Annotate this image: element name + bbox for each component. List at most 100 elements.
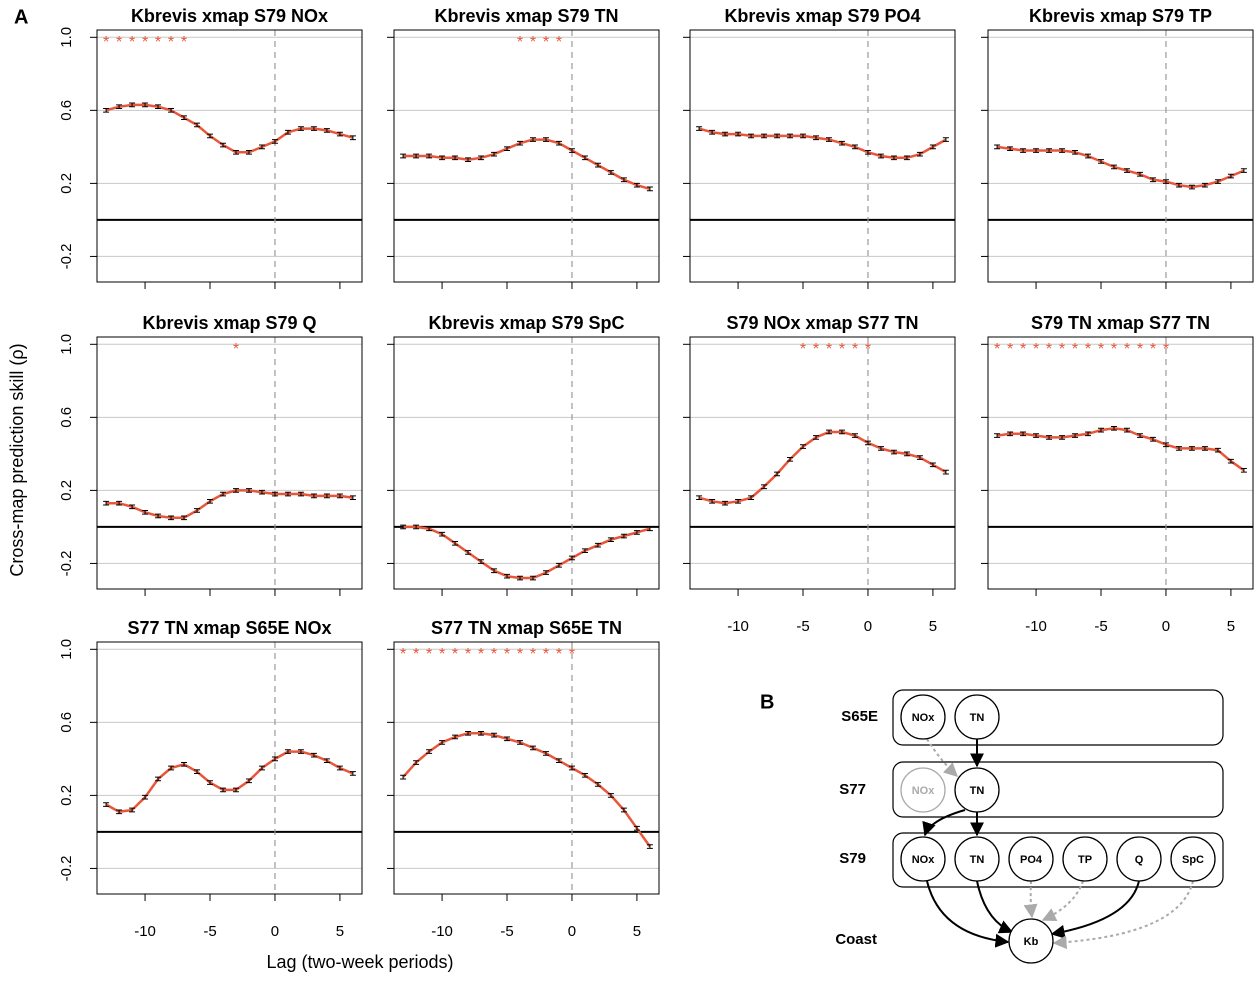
line: [403, 525, 651, 580]
error-bar: [594, 542, 601, 548]
edges: [922, 738, 1194, 950]
significance-marker: *: [865, 341, 871, 358]
panel: Kbrevis xmap S79 TN * * * *: [387, 6, 660, 289]
error-bar: [426, 153, 433, 159]
row-label: S77: [839, 781, 866, 798]
error-bar: [787, 133, 794, 139]
error-bar: [864, 150, 871, 155]
error-bar: [696, 126, 703, 131]
error-bar: [323, 493, 330, 499]
significance-marker: *: [556, 34, 562, 51]
error-bar: [284, 491, 291, 497]
node-label: Kb: [1024, 936, 1039, 948]
error-bar: [1188, 446, 1195, 451]
node-label: TN: [970, 785, 985, 797]
error-bar: [478, 155, 485, 161]
panel: S79 NOx xmap S77 TN -10 -5 0 5 * * * * * *: [683, 313, 956, 635]
error-bar: [838, 140, 845, 146]
y-tick-label: 0.6: [58, 712, 75, 733]
error-bar: [748, 133, 755, 139]
plot-frame: [96, 641, 363, 895]
error-bar: [646, 526, 653, 532]
error-bar: [581, 155, 588, 161]
line: [996, 145, 1245, 189]
error-bar: [194, 508, 201, 513]
error-bar: [129, 504, 136, 510]
error-bar: [1007, 431, 1014, 437]
error-bar: [994, 144, 1001, 150]
node: [954, 836, 1000, 882]
edge: [922, 809, 966, 837]
significance-marker: *: [1150, 341, 1156, 358]
error-bar: [838, 429, 845, 435]
significance-marker: *: [504, 646, 510, 663]
significance-marker: *: [813, 341, 819, 358]
error-bar: [245, 488, 252, 493]
significance-marker: *: [129, 34, 135, 51]
error-bar: [258, 144, 265, 150]
error-bar: [800, 133, 807, 139]
x-tick-label: -10: [1025, 618, 1047, 635]
significance-marker: *: [1111, 341, 1117, 358]
error-bar: [1033, 148, 1040, 153]
error-bar: [336, 765, 343, 771]
error-bar: [220, 491, 227, 497]
error-bar: [555, 562, 562, 568]
node-label: NOx: [912, 854, 936, 866]
significance-marker: *: [103, 34, 109, 51]
error-bar: [774, 471, 781, 477]
error-bar: [194, 769, 201, 774]
error-bar: [594, 162, 601, 168]
plot-frame: [393, 336, 660, 590]
error-bar: [517, 140, 524, 146]
error-bar: [297, 491, 304, 497]
error-bar: [284, 749, 291, 754]
line: [698, 127, 947, 160]
error-bar: [1240, 168, 1247, 173]
error-bar: [542, 570, 549, 575]
x-tick-label: 0: [568, 923, 576, 940]
panel: Kbrevis xmap S79 NOx -0.2 0.2 0.6 1.0 * * * * * * *: [58, 6, 363, 289]
error-bar: [1149, 177, 1156, 183]
diagram: B S65E S77 S79 Coast NOx T: [760, 689, 1224, 964]
error-bar: [942, 469, 949, 475]
significance-marker: *: [1033, 341, 1039, 358]
node: [1062, 836, 1108, 882]
error-bar: [800, 444, 807, 449]
error-bar: [1046, 435, 1053, 440]
error-bar: [116, 104, 123, 110]
panel-title: S77 TN xmap S65E NOx: [127, 618, 331, 638]
row-label: Coast: [835, 931, 877, 948]
x-axis-label: Lag (two-week periods): [266, 952, 453, 972]
node-label: TN: [970, 854, 985, 866]
panel-title: S79 TN xmap S77 TN: [1031, 313, 1210, 333]
significance-marker: *: [517, 34, 523, 51]
y-tick-label: 1.0: [58, 639, 75, 660]
error-bar: [890, 155, 897, 161]
error-bar: [620, 177, 627, 183]
error-bar: [542, 137, 549, 142]
error-bar: [1162, 442, 1169, 448]
x-tick-label: -5: [500, 923, 513, 940]
error-bar: [1175, 182, 1182, 188]
error-bar: [452, 541, 459, 546]
error-bar: [709, 499, 716, 504]
error-bar: [116, 500, 123, 506]
y-tick-label: -0.2: [58, 856, 75, 882]
node-label: TP: [1078, 854, 1092, 866]
y-axis-label: Cross-map prediction skill (ρ): [7, 343, 27, 576]
significance-marker: *: [530, 646, 536, 663]
error-bar: [465, 157, 472, 162]
error-bar: [323, 128, 330, 133]
error-bar: [155, 776, 162, 782]
x-tick-label: 0: [271, 923, 279, 940]
x-tick-label: 0: [864, 618, 872, 635]
node: [1116, 836, 1162, 882]
panel: S79 TN xmap S77 TN -10 -5 0 5 * * * * * * * * * * * * * *: [981, 313, 1254, 635]
error-bar: [709, 129, 716, 135]
error-bar: [1046, 148, 1053, 153]
error-bar: [1059, 148, 1066, 153]
x-tick-label: -5: [796, 618, 809, 635]
x-tick-label: -10: [134, 923, 156, 940]
error-bar: [761, 133, 768, 139]
